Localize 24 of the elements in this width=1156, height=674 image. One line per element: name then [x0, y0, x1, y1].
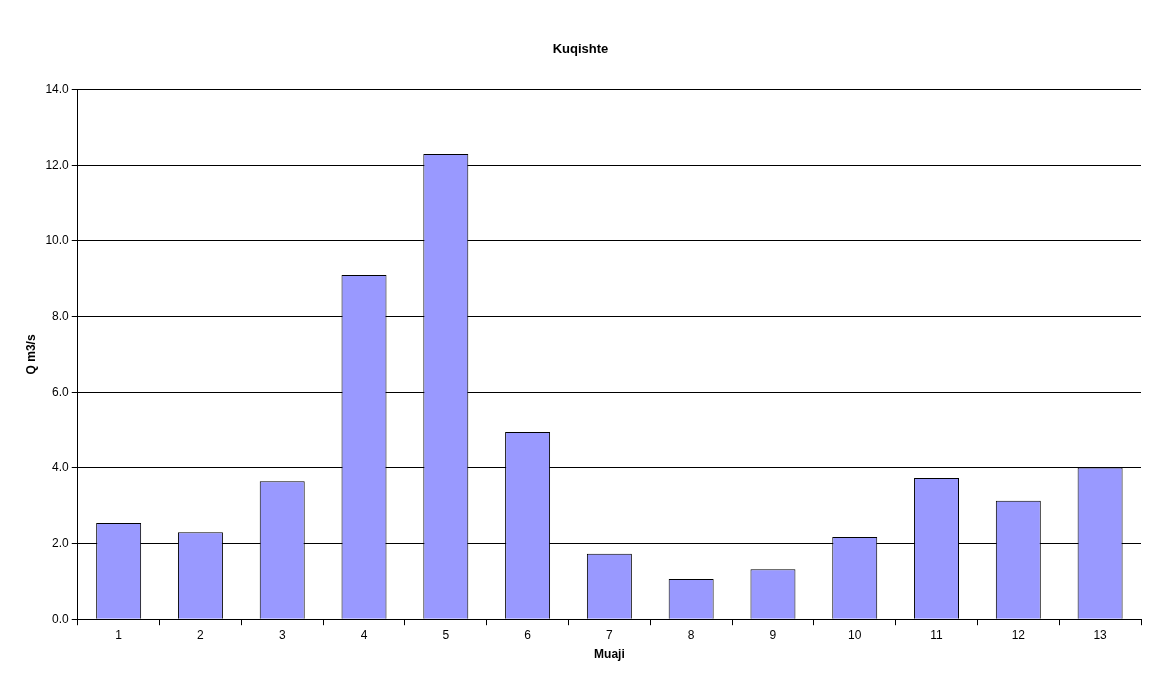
chart-title: Kuqishte — [552, 41, 609, 57]
y-tick-label: 6.0 — [52, 384, 70, 399]
x-tick-label: 10 — [848, 627, 862, 642]
x-tick-label: 11 — [930, 627, 944, 642]
y-tick-label: 2.0 — [52, 535, 70, 550]
y-tick-label: 8.0 — [52, 308, 70, 323]
x-tick-label: 12 — [1011, 627, 1026, 642]
x-tick-label: 8 — [687, 627, 695, 642]
x-tick-label: 13 — [1093, 627, 1108, 642]
x-tick-label: 4 — [360, 627, 368, 642]
x-tick-label: 7 — [606, 627, 614, 642]
y-tick-label: 14.0 — [45, 81, 70, 96]
y-tick-label: 4.0 — [52, 460, 70, 475]
y-axis-title: Q m3/s — [23, 334, 38, 375]
y-tick-label: 12.0 — [45, 157, 70, 172]
x-tick-label: 1 — [115, 627, 123, 642]
x-tick-label: 5 — [442, 627, 450, 642]
x-tick-label: 3 — [278, 627, 286, 642]
x-tick-label: 2 — [197, 627, 205, 642]
y-tick-label: 0.0 — [52, 611, 70, 626]
x-axis-title: Muaji — [594, 647, 625, 662]
y-tick-label: 10.0 — [45, 233, 70, 248]
x-tick-label: 9 — [769, 627, 777, 642]
x-tick-label: 6 — [524, 627, 532, 642]
